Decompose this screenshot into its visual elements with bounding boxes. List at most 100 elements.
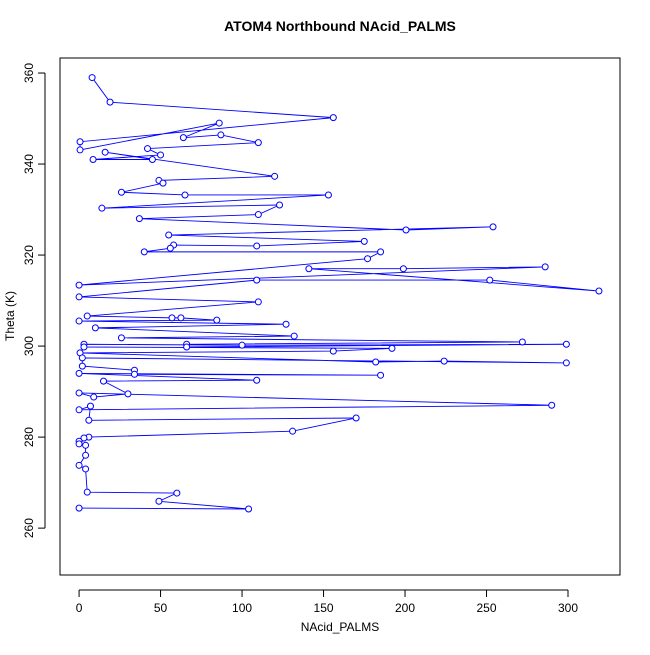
x-tick-label: 150 — [314, 601, 334, 615]
data-point — [183, 343, 191, 351]
data-point — [595, 287, 603, 295]
data-point — [106, 98, 114, 106]
data-point — [78, 354, 86, 362]
data-point — [140, 248, 148, 256]
data-point — [75, 504, 83, 512]
data-point — [518, 338, 526, 346]
data-point — [91, 324, 99, 332]
data-point — [85, 416, 93, 424]
data-point — [562, 340, 570, 348]
data-point — [82, 441, 90, 449]
data-point — [75, 461, 83, 469]
data-point — [130, 370, 138, 378]
y-tick-label: 320 — [22, 245, 36, 265]
data-point — [486, 276, 494, 284]
data-point — [377, 248, 385, 256]
y-axis-label: Theta (K) — [3, 291, 17, 341]
y-tick-label: 300 — [22, 336, 36, 356]
data-point — [75, 369, 83, 377]
data-point — [217, 131, 225, 139]
chart-title: ATOM4 Northbound NAcid_PALMS — [224, 18, 456, 34]
data-point — [377, 371, 385, 379]
data-point — [364, 255, 372, 263]
y-tick-label: 360 — [22, 63, 36, 83]
data-point — [253, 376, 261, 384]
data-point — [271, 172, 279, 180]
data-point — [238, 341, 246, 349]
data-point — [329, 114, 337, 122]
data-point — [83, 312, 91, 320]
data-point — [402, 226, 410, 234]
data-point — [372, 358, 380, 366]
data-point — [117, 188, 125, 196]
data-point — [75, 317, 83, 325]
x-axis-label: NAcid_PALMS — [301, 620, 379, 634]
data-point — [276, 201, 284, 209]
x-tick-label: 0 — [76, 601, 83, 615]
data-point — [75, 293, 83, 301]
data-point — [305, 265, 313, 273]
data-point — [173, 489, 181, 497]
data-point — [117, 334, 125, 342]
data-point — [290, 332, 298, 340]
data-point — [541, 263, 549, 271]
data-point — [75, 389, 83, 397]
data-point — [124, 390, 132, 398]
x-tick-label: 300 — [558, 601, 578, 615]
data-point — [254, 139, 262, 147]
data-point — [324, 191, 332, 199]
data-point — [181, 191, 189, 199]
data-point — [82, 465, 90, 473]
data-point — [80, 434, 88, 442]
data-point — [329, 347, 337, 355]
data-point — [83, 488, 91, 496]
data-point — [352, 414, 360, 422]
x-tick-label: 200 — [395, 601, 415, 615]
data-point — [177, 314, 185, 322]
data-point — [159, 179, 167, 187]
data-point — [399, 265, 407, 273]
data-point — [76, 146, 84, 154]
data-point — [254, 211, 262, 219]
y-tick-label: 280 — [22, 427, 36, 447]
data-point — [88, 74, 96, 82]
data-point — [253, 242, 261, 250]
data-point — [100, 377, 108, 385]
data-point — [168, 314, 176, 322]
data-point — [82, 451, 90, 459]
data-point — [282, 320, 290, 328]
data-line — [78, 77, 600, 510]
plot-box — [59, 57, 621, 576]
data-point — [75, 440, 83, 448]
data-point — [144, 145, 152, 153]
data-point — [489, 223, 497, 231]
data-point — [165, 231, 173, 239]
x-tick-label: 50 — [154, 601, 168, 615]
data-point — [76, 138, 84, 146]
x-tick-label: 250 — [477, 601, 497, 615]
y-tick-label: 260 — [22, 518, 36, 538]
data-point — [101, 148, 109, 156]
data-point — [75, 281, 83, 289]
data-point — [135, 215, 143, 223]
data-point — [148, 155, 156, 163]
data-point — [157, 151, 165, 159]
data-point — [562, 359, 570, 367]
data-point — [86, 402, 94, 410]
data-point — [213, 316, 221, 324]
data-point — [80, 343, 88, 351]
data-point — [155, 497, 163, 505]
data-point — [90, 393, 98, 401]
data-point — [289, 427, 297, 435]
data-point — [548, 401, 556, 409]
data-point — [254, 298, 262, 306]
data-point — [98, 204, 106, 212]
x-tick-label: 100 — [232, 601, 252, 615]
data-point — [245, 505, 253, 513]
y-tick-label: 340 — [22, 154, 36, 174]
data-point — [89, 155, 97, 163]
data-point — [440, 357, 448, 365]
data-point — [75, 406, 83, 414]
